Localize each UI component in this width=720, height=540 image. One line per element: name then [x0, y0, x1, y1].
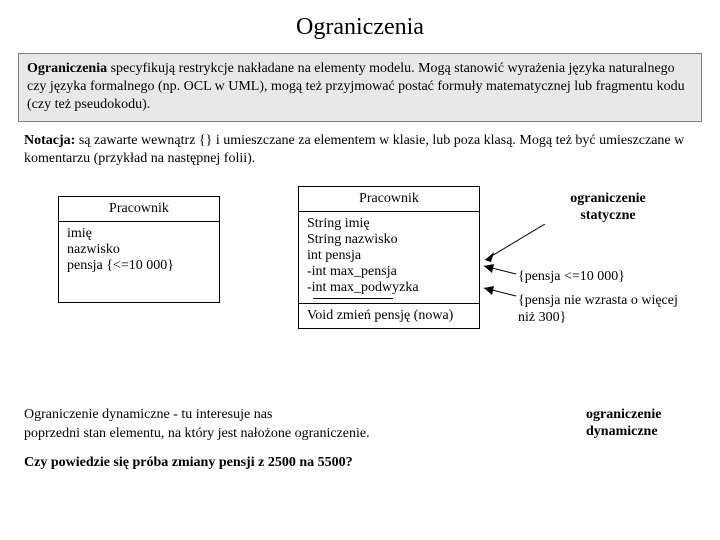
- notation-rest: są zawarte wewnątrz {} i umieszczane za …: [24, 133, 684, 166]
- arrow-c1-icon: [480, 262, 520, 280]
- class1-name: Pracownik: [59, 197, 219, 222]
- class1-attr-2: pensja {<=10 000}: [67, 258, 211, 274]
- constraint-pensja-max: {pensja <=10 000}: [518, 268, 625, 286]
- bottom-line-1a: Ograniczenie dynamiczne - tu interesuje …: [24, 407, 272, 422]
- class2-attr-4: -int max_podwyzka: [307, 280, 471, 296]
- label-dynamic-constraint: ograniczenie dynamiczne: [586, 406, 696, 441]
- notation-bold: Notacja:: [24, 133, 75, 148]
- page-title: Ograniczenia: [18, 14, 702, 41]
- label-static-constraint: ograniczenie statyczne: [548, 190, 668, 225]
- class2-attr-2: int pensja: [307, 248, 471, 264]
- definition-bold: Ograniczenia: [27, 61, 107, 76]
- bottom-question: Czy powiedzie się próba zmiany pensji z …: [24, 455, 353, 470]
- definition-box: Ograniczenia specyfikują restrykcje nakł…: [18, 53, 702, 122]
- arrow-c2-icon: [480, 284, 520, 302]
- bottom-text-block: Ograniczenie dynamiczne - tu interesuje …: [24, 406, 696, 473]
- attr-separator: [313, 298, 393, 299]
- class2-attrs: String imię String nazwisko int pensja -…: [299, 212, 479, 303]
- bottom-line-1b: poprzedni stan elementu, na który jest n…: [24, 426, 370, 441]
- arrow-static-icon: [480, 224, 550, 264]
- diagram-area: Pracownik imię nazwisko pensja {<=10 000…: [18, 184, 702, 394]
- class2-attr-1: String nazwisko: [307, 232, 471, 248]
- class1-attrs: imię nazwisko pensja {<=10 000}: [59, 222, 219, 302]
- class2-ops: Void zmień pensję (nowa): [299, 303, 479, 328]
- definition-text: specyfikują restrykcje nakładane na elem…: [27, 61, 685, 112]
- class2-attr-0: String imię: [307, 216, 471, 232]
- class2-attr-3: -int max_pensja: [307, 264, 471, 280]
- class-box-pracownik-2: Pracownik String imię String nazwisko in…: [298, 186, 480, 329]
- class1-attr-1: nazwisko: [67, 242, 211, 258]
- class2-op-0: Void zmień pensję (nowa): [307, 308, 471, 324]
- notation-text: Notacja: są zawarte wewnątrz {} i umiesz…: [24, 132, 696, 168]
- class1-attr-0: imię: [67, 226, 211, 242]
- constraint-pensja-growth: {pensja nie wzrasta o więcej niż 300}: [518, 292, 688, 327]
- class2-name: Pracownik: [299, 187, 479, 212]
- class-box-pracownik-1: Pracownik imię nazwisko pensja {<=10 000…: [58, 196, 220, 303]
